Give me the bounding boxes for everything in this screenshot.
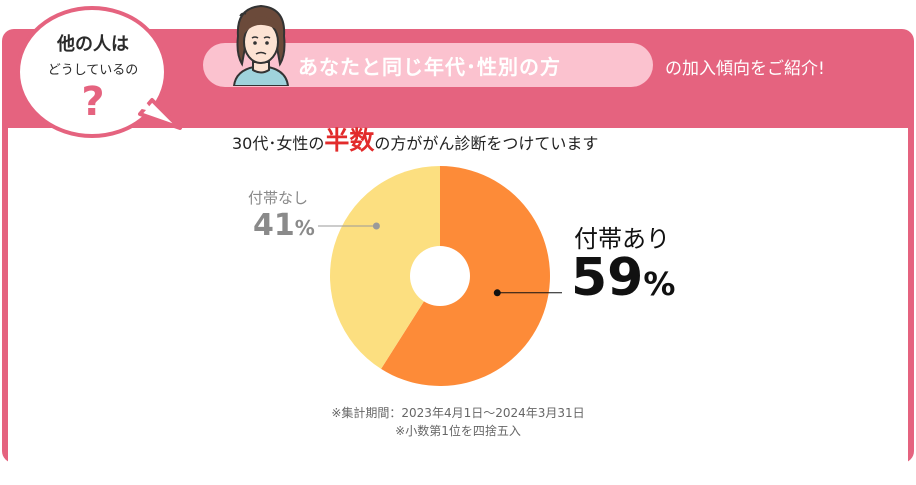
subtitle-suffix: の方ががん診断をつけています: [374, 134, 599, 153]
leader-dot-without: [372, 222, 380, 230]
donut-chart: [318, 166, 562, 387]
header-tail: の加入傾向をご紹介!: [665, 59, 825, 79]
woman-avatar-icon: [226, 2, 296, 87]
chart-subtitle: 30代･女性の半数の方ががん診断をつけています: [232, 121, 598, 157]
note-rounding: ※小数第1位を四捨五入: [395, 424, 521, 438]
label-without-value: 41: [253, 208, 295, 243]
subtitle-prefix: 30代･女性の: [232, 134, 325, 153]
note-period: ※集計期間：2023年4月1日～2024年3月31日: [331, 406, 585, 420]
subtitle-highlight: 半数: [324, 126, 375, 155]
question-mark-icon: ?: [81, 79, 105, 125]
label-without-unit: %: [294, 216, 315, 240]
donut-hole: [410, 246, 470, 306]
question-bubble: 他の人は どうしているの ?: [14, 4, 182, 146]
label-with-name: 付帯あり: [574, 225, 670, 253]
label-with-unit: %: [643, 265, 676, 303]
label-without-value-wrap: 41%: [253, 208, 315, 243]
pie-slice-without: [329, 166, 440, 369]
label-with-value: 59: [571, 248, 644, 308]
bubble-title: 他の人は: [57, 34, 129, 55]
label-with-value-wrap: 59%: [571, 248, 675, 308]
header-highlight: あなたと同じ年代･性別の方: [298, 55, 561, 79]
leader-dot-with: [493, 289, 501, 297]
bubble-subtitle: どうしているの: [47, 63, 139, 78]
label-without-name: 付帯なし: [248, 189, 309, 207]
